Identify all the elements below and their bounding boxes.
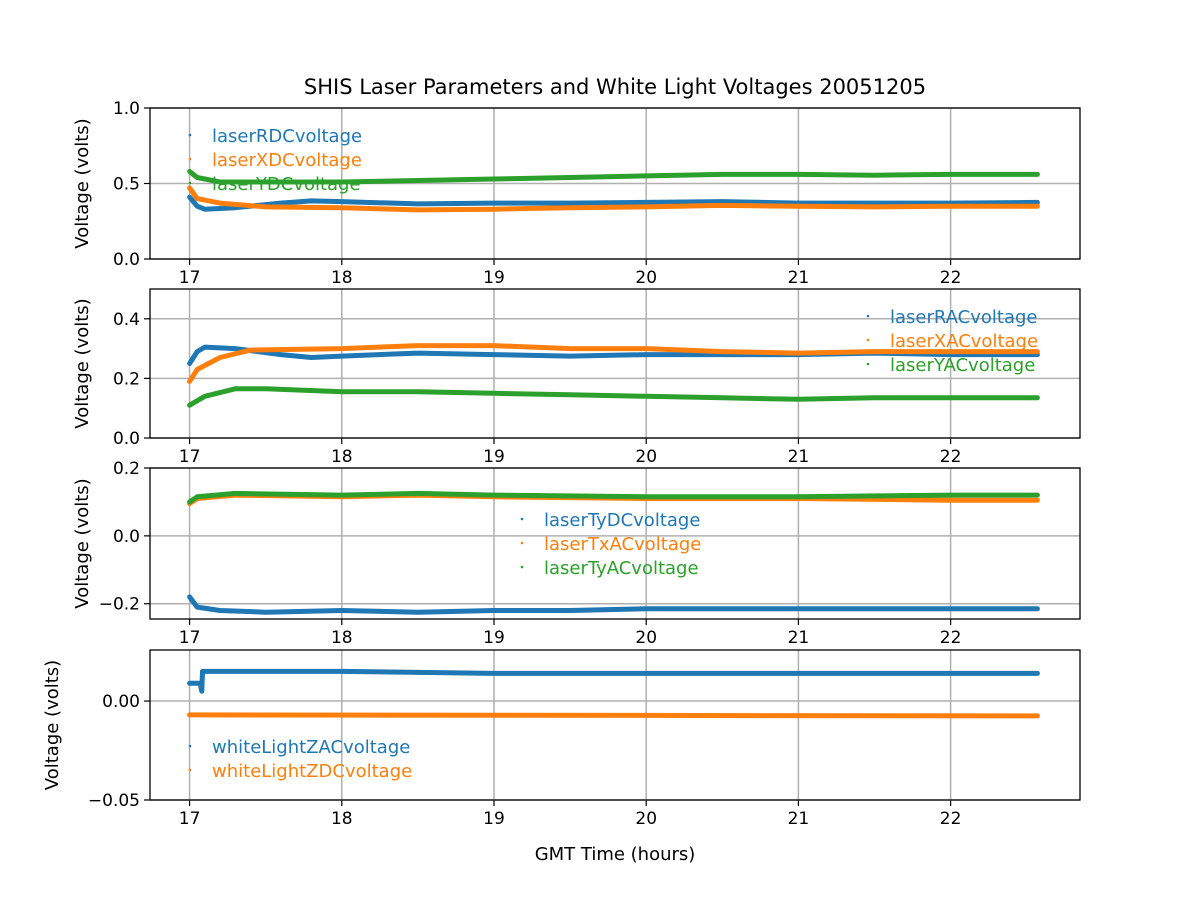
axes-frame xyxy=(149,107,1081,260)
legend-label: laserRDCvoltage xyxy=(212,126,362,147)
x-tick-label: 17 xyxy=(179,628,201,648)
series-laserXACvoltage xyxy=(187,343,1040,384)
legend-marker xyxy=(520,541,524,545)
x-tick-label: 21 xyxy=(788,628,810,648)
legend-marker xyxy=(188,181,192,185)
legend-label: laserXACvoltage xyxy=(890,331,1038,352)
series-laserTyACvoltage xyxy=(187,490,1040,505)
y-tick-label: 0.0 xyxy=(113,429,140,449)
subplot-3: 17 18 19 20 21 22 −0.2 0.0 0.2 laserTyDCvoltage la… xyxy=(72,459,1081,648)
x-tick-label: 18 xyxy=(331,268,353,288)
subplot-2: 17 18 19 20 21 22 0.0 0.2 0.4 laserRACvoltage lase… xyxy=(72,288,1081,467)
series-whiteLightZACvoltage xyxy=(187,668,1040,694)
y-axis-label: Voltage (volts) xyxy=(72,478,93,608)
axes-frame xyxy=(149,467,1081,620)
y-tick-label: 0.4 xyxy=(113,310,140,330)
x-tick-label: 20 xyxy=(635,447,657,467)
x-tick-label: 19 xyxy=(483,628,505,648)
series-laserRDCvoltage xyxy=(187,194,1040,212)
x-tick-label: 20 xyxy=(635,809,657,829)
legend-label: laserYACvoltage xyxy=(890,355,1035,376)
axes-frame xyxy=(149,288,1081,439)
x-tick-label: 21 xyxy=(788,809,810,829)
x-tick-label: 18 xyxy=(331,809,353,829)
legend-marker xyxy=(188,744,192,748)
chart-title: SHIS Laser Parameters and White Light Vo… xyxy=(304,75,926,99)
series-whiteLightZDCvoltage xyxy=(187,712,1040,719)
x-tick-label: 22 xyxy=(940,447,962,467)
legend-label: laserTxACvoltage xyxy=(544,534,701,555)
y-tick-label: 0.2 xyxy=(113,369,140,389)
legend-label: laserTyDCvoltage xyxy=(544,510,700,531)
legend-label: laserRACvoltage xyxy=(890,307,1037,328)
legend-marker xyxy=(188,768,192,772)
x-tick-label: 19 xyxy=(483,447,505,467)
legend-label: laserTyACvoltage xyxy=(544,558,699,579)
legend-marker xyxy=(866,314,870,318)
axes-frame xyxy=(149,649,1081,801)
legend-marker xyxy=(188,157,192,161)
x-tick-label: 19 xyxy=(483,268,505,288)
y-axis-label: Voltage (volts) xyxy=(72,298,93,428)
x-tick-label: 19 xyxy=(483,809,505,829)
legend-marker xyxy=(866,362,870,366)
legend-marker xyxy=(520,517,524,521)
y-tick-label: 0.0 xyxy=(113,250,140,270)
x-tick-label: 22 xyxy=(940,268,962,288)
subplot-1: 17 18 19 20 21 22 0.0 0.5 1.0 laserRDCvoltage lase… xyxy=(72,99,1081,288)
x-tick-label: 17 xyxy=(179,447,201,467)
x-axis-label: GMT Time (hours) xyxy=(535,844,696,865)
x-tick-label: 17 xyxy=(179,268,201,288)
y-tick-label: 1.0 xyxy=(113,99,140,119)
x-tick-label: 20 xyxy=(635,268,657,288)
legend-marker xyxy=(520,565,524,569)
y-tick-label: 0.2 xyxy=(113,459,140,479)
x-tick-label: 22 xyxy=(940,628,962,648)
series-laserTyDCvoltage xyxy=(187,594,1040,615)
legend-label: laserYDCvoltage xyxy=(212,174,361,195)
x-tick-label: 17 xyxy=(179,809,201,829)
series-laserYACvoltage xyxy=(187,386,1040,408)
y-tick-label: 0.5 xyxy=(113,175,140,195)
series-laserYDCvoltage xyxy=(187,168,1040,185)
series-laserXDCvoltage xyxy=(187,185,1040,213)
y-tick-label: 0.0 xyxy=(113,527,140,547)
legend-label: whiteLightZACvoltage xyxy=(212,737,410,758)
y-axis-label: Voltage (volts) xyxy=(42,660,63,790)
y-axis-label: Voltage (volts) xyxy=(72,118,93,248)
subplot-4: 17 18 19 20 21 22 −0.05 0.00 whiteLightZACvoltag… xyxy=(42,649,1081,829)
x-tick-label: 18 xyxy=(331,628,353,648)
legend-marker xyxy=(866,338,870,342)
y-tick-label: 0.00 xyxy=(102,692,140,712)
legend-marker xyxy=(188,133,192,137)
x-tick-label: 21 xyxy=(788,268,810,288)
y-tick-label: −0.05 xyxy=(88,791,140,811)
x-tick-label: 20 xyxy=(635,628,657,648)
x-tick-label: 22 xyxy=(940,809,962,829)
legend-label: whiteLightZDCvoltage xyxy=(212,761,412,782)
y-tick-label: −0.2 xyxy=(99,595,140,615)
x-tick-label: 18 xyxy=(331,447,353,467)
x-tick-label: 21 xyxy=(788,447,810,467)
legend-label: laserXDCvoltage xyxy=(212,150,362,171)
